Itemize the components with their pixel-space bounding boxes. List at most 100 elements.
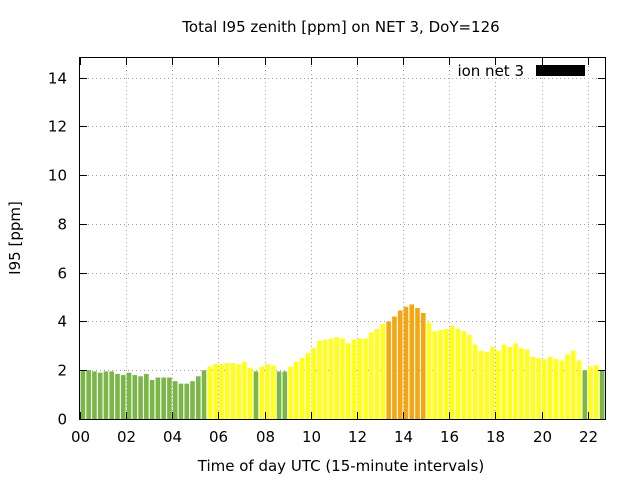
bar	[369, 332, 374, 419]
bar	[599, 370, 605, 419]
x-tick-label: 12	[348, 428, 367, 446]
x-tick-label: 08	[256, 428, 275, 446]
bar	[345, 343, 351, 419]
bar	[184, 383, 190, 419]
bar	[305, 353, 311, 419]
bar	[420, 312, 426, 419]
bar	[449, 326, 455, 419]
bar	[501, 344, 507, 419]
bar	[144, 373, 149, 420]
x-tick-label: 22	[579, 428, 598, 446]
x-tick-label: 10	[302, 428, 321, 446]
bar	[513, 343, 518, 419]
bar	[357, 338, 363, 419]
bar	[392, 316, 397, 419]
bar	[403, 306, 409, 419]
bar	[167, 377, 172, 419]
bar	[230, 362, 236, 419]
bar	[311, 348, 316, 419]
bar	[594, 365, 599, 419]
bar	[363, 338, 368, 419]
bar	[374, 328, 380, 419]
bar	[322, 339, 328, 419]
y-tick-label: 10	[48, 167, 67, 185]
bar	[553, 359, 559, 419]
bar	[270, 365, 276, 419]
bar	[542, 359, 547, 419]
bar	[259, 366, 265, 419]
bar	[559, 360, 565, 419]
bar	[426, 322, 432, 419]
bar	[547, 356, 553, 419]
bar	[138, 376, 143, 419]
bar	[490, 347, 495, 419]
bar	[432, 331, 438, 419]
bar	[213, 364, 218, 419]
chart-title: Total I95 zenith [ppm] on NET 3, DoY=126	[181, 18, 499, 36]
bar	[242, 361, 247, 419]
legend-swatch	[536, 65, 585, 76]
grid	[80, 58, 605, 419]
bar	[126, 372, 132, 419]
y-axis-label: I95 [ppm]	[6, 201, 24, 275]
bar	[161, 377, 166, 419]
bar	[109, 371, 115, 419]
y-tick-label: 2	[57, 362, 67, 380]
bar	[80, 370, 86, 419]
bar	[294, 361, 299, 419]
bar	[409, 304, 415, 419]
y-tick-label: 0	[57, 411, 67, 429]
y-tick-label: 12	[48, 118, 67, 136]
x-axis-label: Time of day UTC (15-minute intervals)	[197, 457, 484, 475]
bar	[507, 347, 513, 419]
plot-frame	[79, 57, 606, 420]
bar	[120, 375, 126, 419]
bar	[472, 344, 478, 419]
bar	[190, 381, 195, 419]
bar	[386, 321, 391, 419]
x-tick-label: 04	[163, 428, 182, 446]
bar	[253, 371, 259, 419]
bar	[207, 366, 213, 419]
x-tick-label: 18	[486, 428, 505, 446]
bar	[536, 358, 541, 419]
y-tick-label: 4	[57, 313, 67, 331]
bar	[519, 348, 524, 419]
bar	[565, 354, 570, 419]
bar	[92, 371, 97, 419]
legend-label: ion net 3	[457, 62, 524, 80]
bar	[317, 340, 322, 419]
bar	[115, 373, 120, 420]
bar	[524, 349, 530, 419]
bar	[97, 372, 103, 419]
bar	[340, 338, 345, 419]
bar	[455, 328, 461, 419]
bar	[155, 377, 161, 419]
bar	[288, 366, 293, 419]
bar	[380, 323, 386, 419]
bar	[224, 362, 230, 419]
bar	[132, 375, 138, 419]
x-tick-label: 00	[71, 428, 90, 446]
x-tick-label: 02	[117, 428, 136, 446]
x-tick-label: 16	[440, 428, 459, 446]
bar	[149, 379, 155, 419]
y-tick-label: 14	[48, 70, 67, 88]
y-tick-label: 6	[57, 265, 67, 283]
bar	[484, 351, 490, 419]
bar	[282, 371, 288, 419]
bar	[576, 360, 582, 419]
bar	[334, 337, 340, 419]
y-tick-label: 8	[57, 216, 67, 234]
x-tick-label: 14	[394, 428, 413, 446]
bar	[397, 310, 403, 419]
bar	[438, 329, 443, 419]
bar	[103, 371, 109, 419]
x-tick-label: 20	[533, 428, 552, 446]
bar	[530, 356, 536, 419]
bar	[195, 376, 201, 419]
bar	[201, 370, 207, 419]
bar	[247, 367, 253, 419]
